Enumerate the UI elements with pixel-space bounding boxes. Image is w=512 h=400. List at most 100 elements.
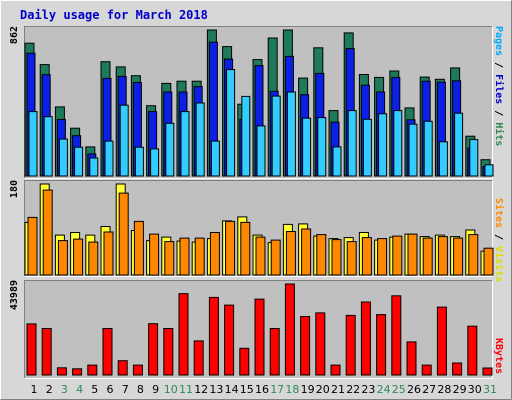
bar-kbytes-bar-day-19 (300, 316, 311, 376)
legend-hits: Hits (493, 122, 505, 146)
day-label-14: 14 (225, 383, 239, 396)
bar-pages-bar-day-14 (226, 69, 236, 177)
kbytes-bars (26, 283, 493, 376)
day-label-13: 13 (209, 383, 223, 396)
bar-kbytes-bar-day-14 (224, 304, 235, 376)
bar-sites-bar-day-27 (422, 237, 433, 276)
legend-separator-3: / (493, 228, 504, 246)
bar-sites-bar-day-5 (88, 241, 99, 276)
day-label-6: 6 (107, 383, 114, 396)
day-label-5: 5 (91, 383, 98, 396)
day-label-10: 10 (164, 383, 178, 396)
bar-pages-bar-day-7 (119, 104, 129, 177)
bar-kbytes-bar-day-29 (452, 362, 463, 376)
kbytes-panel-max-label: 43989 (9, 280, 20, 310)
day-label-16: 16 (255, 383, 269, 396)
bar-sites-bar-day-7 (118, 192, 129, 276)
bar-sites-bar-day-28 (437, 236, 448, 276)
day-label-29: 29 (453, 383, 467, 396)
bar-kbytes-bar-day-16 (254, 298, 265, 376)
day-label-24: 24 (377, 383, 391, 396)
bar-pages-bar-day-10 (165, 122, 175, 177)
bar-sites-bar-day-2 (42, 189, 53, 276)
bar-pages-bar-day-15 (241, 95, 251, 177)
bar-kbytes-bar-day-28 (436, 306, 447, 376)
bar-sites-bar-day-8 (133, 220, 144, 276)
bar-sites-bar-day-18 (285, 231, 296, 276)
day-label-22: 22 (346, 383, 360, 396)
bar-kbytes-bar-day-23 (360, 301, 371, 376)
bar-kbytes-bar-day-24 (376, 314, 387, 376)
bar-pages-bar-day-30 (469, 139, 479, 177)
day-label-20: 20 (316, 383, 330, 396)
bar-pages-bar-day-3 (58, 138, 68, 177)
bar-kbytes-bar-day-20 (315, 312, 326, 376)
bar-pages-bar-day-20 (317, 117, 327, 177)
day-label-9: 9 (152, 383, 159, 396)
bar-sites-bar-day-12 (194, 237, 205, 276)
bar-sites-bar-day-11 (179, 237, 190, 276)
hits-panel-max-label: 862 (9, 26, 20, 44)
legend-separator-2: / (493, 104, 504, 122)
bar-sites-bar-day-3 (57, 240, 68, 276)
bar-kbytes-bar-day-21 (330, 364, 341, 376)
visits-panel-legend: Sites / Visits (493, 198, 505, 282)
day-label-1: 1 (31, 383, 38, 396)
bar-kbytes-bar-day-22 (345, 314, 356, 376)
panel-visits-bevel-light (24, 180, 493, 277)
day-label-31: 31 (483, 383, 497, 396)
bar-pages-bar-day-18 (286, 91, 296, 177)
bar-kbytes-bar-day-27 (421, 364, 432, 376)
bar-pages-bar-day-26 (408, 123, 418, 177)
bar-pages-bar-day-29 (454, 112, 464, 177)
bar-kbytes-bar-day-30 (467, 325, 478, 376)
bar-kbytes-bar-day-26 (406, 341, 417, 376)
bar-sites-bar-day-30 (468, 234, 479, 276)
day-label-3: 3 (61, 383, 68, 396)
bar-pages-bar-day-8 (134, 146, 144, 177)
bar-pages-bar-day-6 (104, 140, 114, 177)
legend-separator-1: / (493, 56, 504, 74)
bar-pages-bar-day-5 (89, 157, 99, 177)
bar-pages-bar-day-11 (180, 111, 190, 177)
bar-kbytes-bar-day-2 (41, 328, 52, 376)
bar-pages-bar-day-12 (195, 102, 205, 177)
bar-pages-bar-day-31 (484, 164, 494, 177)
day-label-28: 28 (437, 383, 451, 396)
bar-sites-bar-day-25 (392, 235, 403, 276)
bar-sites-bar-day-4 (73, 238, 84, 276)
bar-pages-bar-day-4 (74, 146, 84, 177)
panel-kbytes-bevel-dark (24, 280, 493, 379)
bar-kbytes-bar-day-18 (284, 283, 295, 376)
day-label-25: 25 (392, 383, 406, 396)
bar-pages-bar-day-13 (210, 140, 220, 177)
bar-kbytes-bar-day-7 (117, 360, 128, 376)
bar-kbytes-bar-day-6 (102, 328, 113, 376)
bar-sites-bar-day-16 (255, 236, 266, 276)
bar-kbytes-bar-day-13 (208, 296, 219, 376)
day-axis-labels: 1 2 3 4 5 6 7 8 9 10 11 12 13 14 15 16 17 18 19 20 21 22 23 24 2… (31, 383, 498, 396)
bar-sites-bar-day-20 (316, 234, 327, 276)
bar-pages-bar-day-23 (362, 118, 372, 177)
bar-kbytes-bar-day-25 (391, 295, 402, 376)
bar-sites-bar-day-6 (103, 231, 114, 276)
bar-kbytes-bar-day-4 (72, 368, 83, 376)
day-label-7: 7 (122, 383, 129, 396)
bar-kbytes-bar-day-17 (269, 328, 280, 376)
bar-kbytes-bar-day-11 (178, 293, 189, 376)
day-label-21: 21 (331, 383, 345, 396)
bar-pages-bar-day-2 (43, 116, 53, 177)
bar-sites-bar-day-23 (361, 237, 372, 276)
day-label-27: 27 (422, 383, 436, 396)
chart-title: Daily usage for March 2018 (20, 8, 208, 22)
legend-files: Files (493, 74, 505, 104)
bar-pages-bar-day-9 (150, 148, 160, 177)
bar-pages-bar-day-17 (271, 95, 281, 177)
bar-kbytes-bar-day-31 (482, 367, 493, 376)
bar-pages-bar-day-16 (256, 125, 266, 177)
bar-pages-bar-day-22 (347, 110, 357, 177)
bar-sites-bar-day-9 (149, 233, 160, 276)
bar-pages-bar-day-27 (423, 120, 433, 177)
bar-sites-bar-day-24 (377, 238, 388, 276)
day-label-8: 8 (137, 383, 144, 396)
